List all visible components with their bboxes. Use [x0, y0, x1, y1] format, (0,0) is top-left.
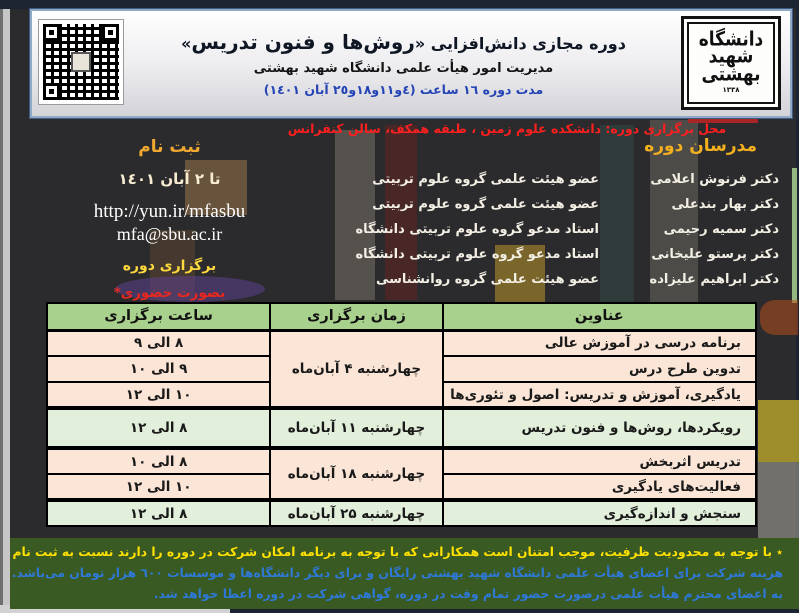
footer-note: ٭ با توجه به محدودیت ظرفیت، موجب امتنان …	[10, 545, 783, 559]
organizer-subtitle: مدیریت امور هیأت علمی دانشگاه شهید بهشتی	[253, 61, 554, 76]
logo-text-line: دانشگاه	[698, 28, 764, 52]
instructor-name: دکتر ابراهیم علیزاده	[649, 272, 779, 287]
col-header-time: ساعت برگزاری	[45, 302, 272, 332]
university-logo-inner: دانشگاه شهید بهشتی ۱۳۳۸	[687, 22, 775, 104]
course-duration: مدت دوره ١٦ ساعت (٤و١١و١٨و٢٥ آبان ١٤٠١)	[263, 82, 544, 97]
delivery-mode: بصورت حضوری*	[113, 285, 226, 301]
schedule-topic-cell: برنامه درسی در آموزش عالی	[441, 329, 758, 357]
decor-bar	[495, 245, 545, 303]
schedule-date-cell: چهارشنبه ۴ آبان‌ماه	[269, 329, 444, 409]
qr-finder	[43, 24, 60, 41]
header-text-block: دوره مجازی دانش‌افزایی «روش‌ها و فنون تد…	[142, 11, 665, 116]
schedule-topic-cell: فعالیت‌های یادگیری	[441, 473, 758, 501]
schedule-topic-cell: رویکردها، روش‌ها و فنون تدریس	[441, 406, 758, 449]
col-header-topics: عناوین	[441, 302, 758, 332]
qr-finder	[102, 24, 119, 41]
top-frame	[0, 0, 799, 9]
schedule-topic-cell: تدریس اثربخش	[441, 446, 758, 475]
header-panel: دوره مجازی دانش‌افزایی «روش‌ها و فنون تد…	[30, 9, 792, 118]
logo-text-line: شهید	[708, 45, 754, 69]
schedule-time-cell: ۹ الی ۱۰	[45, 355, 272, 383]
decor-bar	[115, 276, 265, 302]
col-header-date: زمان برگزاری	[269, 302, 444, 332]
registration-url-link[interactable]: http://yun.ir/mfasbu	[93, 201, 246, 222]
schedule-time-cell: ۸ الی ۱۰	[45, 446, 272, 475]
decor-bar	[760, 300, 798, 335]
registration-block: ثبت نام تا ٢ آبان ١٤٠١ http://yun.ir/mfa…	[62, 137, 277, 301]
instructor-row: دکتر ابراهیم علیزاده عضو هیئت علمی گروه …	[309, 267, 779, 292]
schedule-date-cell: چهارشنبه ۲۵ آبان‌ماه	[269, 498, 444, 527]
instructor-row: دکتر بهار بندعلی عضو هیئت علمی گروه علوم…	[309, 192, 779, 217]
schedule-row: تدوین طرح درس ۹ الی ۱۰	[45, 355, 758, 383]
registration-email-link[interactable]: mfa@sbu.ac.ir	[116, 224, 223, 244]
schedule-topic-cell: تدوین طرح درس	[441, 355, 758, 383]
qr-finder	[43, 83, 60, 100]
schedule-topic-cell: سنجش و اندازه‌گیری	[441, 498, 758, 527]
delivery-label: برگزاری دوره	[122, 258, 217, 274]
instructor-name: دکتر پرستو علیخانی	[651, 247, 779, 262]
instructors-heading: مدرسان دوره	[644, 136, 757, 156]
decor-bar	[385, 125, 417, 300]
logo-text-line: بهشتی	[701, 62, 761, 86]
instructor-role: عضو هیئت علمی گروه علوم تربیتی	[372, 197, 599, 212]
venue-line: محل برگزاری دوره: دانشکده علوم زمین ، طب…	[287, 121, 727, 136]
instructor-row: دکتر پرستو علیخانی استاد مدعو گروه علوم …	[309, 242, 779, 267]
university-logo: دانشگاه شهید بهشتی ۱۳۳۸	[681, 16, 781, 110]
schedule-date-cell: چهارشنبه ۱۸ آبان‌ماه	[269, 446, 444, 501]
schedule-time-cell: ۸ الی ۹	[45, 329, 272, 357]
decor-bar	[758, 462, 799, 538]
footer-notes: ٭ با توجه به محدودیت ظرفیت، موجب امتنان …	[10, 538, 799, 609]
schedule-row: تدریس اثربخش چهارشنبه ۱۸ آبان‌ماه ۸ الی …	[45, 446, 758, 501]
instructor-name: دکتر سمیه رحیمی	[663, 222, 779, 237]
registration-deadline: تا ٢ آبان ١٤٠١	[118, 170, 221, 188]
instructor-row: دکتر فرنوش اعلامی عضو هیئت علمی گروه علو…	[309, 167, 779, 192]
instructor-role: عضو هیئت علمی گروه روانشناسی	[375, 272, 599, 287]
schedule-header-row: عناوین زمان برگزاری ساعت برگزاری	[45, 302, 758, 332]
bottom-frame	[230, 605, 799, 613]
schedule-table-wrap: عناوین زمان برگزاری ساعت برگزاری برنامه …	[45, 302, 758, 527]
qr-pattern	[43, 24, 119, 100]
course-title-suffix: »	[181, 34, 192, 53]
instructor-row: دکتر سمیه رحیمی استاد مدعو گروه علوم ترب…	[309, 217, 779, 242]
course-title-prefix: دوره مجازی دانش‌افزایی «	[414, 34, 626, 53]
instructor-role: استاد مدعو گروه علوم تربیتی دانشگاه	[355, 222, 599, 237]
scrollbar-corner	[0, 605, 230, 613]
schedule-topic-cell: یادگیری، آموزش و تدریس: اصول و تئوری‌ها	[441, 381, 758, 409]
instructor-role: استاد مدعو گروه علوم تربیتی دانشگاه	[355, 247, 599, 262]
instructor-role: عضو هیئت علمی گروه علوم تربیتی	[372, 172, 599, 187]
qr-center-emblem	[71, 52, 91, 72]
decor-bar	[335, 130, 375, 300]
schedule-time-cell: ۱۰ الی ۱۲	[45, 473, 272, 501]
decor-bar	[600, 125, 634, 305]
course-title-emphasis: روش‌ها و فنون تدریس	[191, 30, 415, 54]
instructor-name: دکتر فرنوش اعلامی	[650, 172, 779, 187]
decor-bar	[792, 168, 797, 303]
registration-heading: ثبت نام	[138, 137, 201, 157]
schedule-time-cell: ۸ الی ۱۲	[45, 498, 272, 527]
decor-bar	[758, 400, 799, 462]
left-page-edge	[0, 9, 10, 605]
schedule-row: سنجش و اندازه‌گیری چهارشنبه ۲۵ آبان‌ماه …	[45, 498, 758, 527]
schedule-row: برنامه درسی در آموزش عالی چهارشنبه ۴ آبا…	[45, 329, 758, 409]
logo-year: ۱۳۳۸	[722, 85, 740, 94]
instructors-list: دکتر فرنوش اعلامی عضو هیئت علمی گروه علو…	[309, 167, 779, 292]
schedule-row: رویکردها، روش‌ها و فنون تدریس چهارشنبه ۱…	[45, 406, 758, 449]
schedule-row: یادگیری، آموزش و تدریس: اصول و تئوری‌ها …	[45, 381, 758, 409]
instructor-name: دکتر بهار بندعلی	[671, 197, 779, 212]
schedule-row: فعالیت‌های یادگیری ۱۰ الی ۱۲	[45, 473, 758, 501]
course-title: دوره مجازی دانش‌افزایی «روش‌ها و فنون تد…	[181, 30, 626, 54]
footer-note: به اعضای محترم هیأت علمی درصورت حضور تما…	[153, 587, 783, 601]
schedule-time-cell: ۸ الی ۱۲	[45, 406, 272, 449]
schedule-table: عناوین زمان برگزاری ساعت برگزاری برنامه …	[45, 302, 758, 527]
qr-code	[38, 19, 124, 105]
schedule-date-cell: چهارشنبه ۱۱ آبان‌ماه	[269, 406, 444, 449]
decor-bar	[650, 120, 698, 305]
footer-note: هزینه شرکت برای اعضای هیأت علمی دانشگاه …	[11, 566, 783, 580]
decor-bar	[185, 160, 247, 215]
schedule-time-cell: ۱۰ الی ۱۲	[45, 381, 272, 409]
